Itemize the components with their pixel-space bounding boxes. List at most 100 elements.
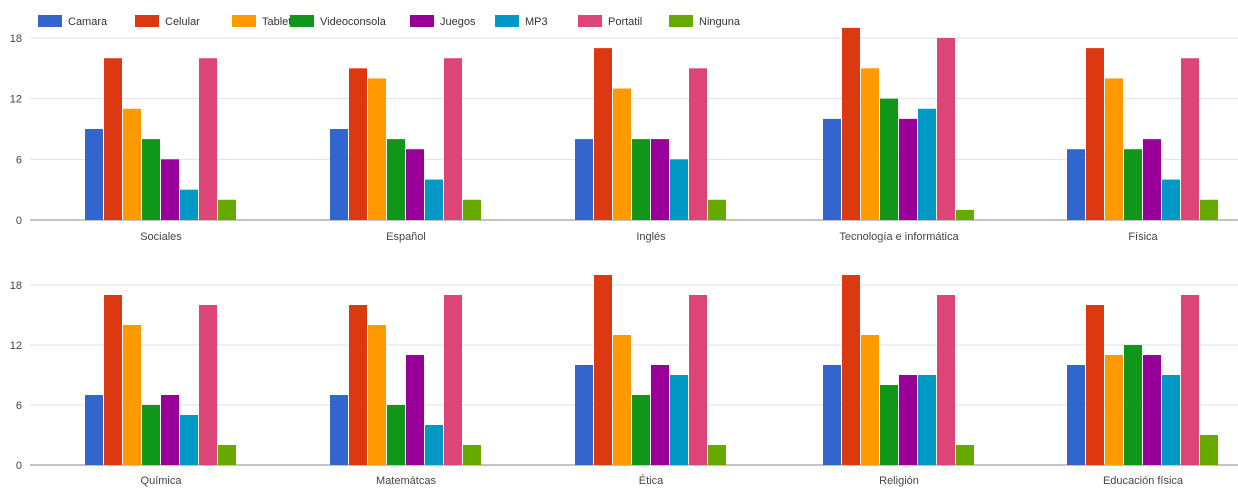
category-label: Tecnología e informática — [839, 231, 959, 243]
y-tick-label: 0 — [16, 215, 22, 227]
bar — [330, 129, 348, 220]
category-label: Ética — [639, 474, 664, 487]
category-label: Educación física — [1103, 475, 1184, 487]
bar — [387, 139, 405, 220]
bar — [823, 365, 841, 465]
legend-item: Videoconsola — [290, 15, 387, 28]
bar — [444, 58, 462, 220]
bar — [1162, 179, 1180, 220]
bar — [689, 295, 707, 465]
bar — [199, 58, 217, 220]
category-group: Educación física — [1067, 295, 1218, 487]
legend-swatch — [232, 15, 256, 27]
bar — [142, 139, 160, 220]
category-group: Física — [1067, 48, 1218, 243]
bar — [823, 118, 841, 220]
bar — [594, 48, 612, 220]
y-tick-label: 6 — [16, 400, 22, 412]
legend-item: Portatil — [578, 15, 642, 28]
legend-label: Camara — [68, 16, 108, 28]
bar — [880, 98, 898, 220]
bar — [575, 139, 593, 220]
bar — [842, 275, 860, 465]
y-tick-label: 18 — [10, 33, 22, 45]
legend-label: Portatil — [608, 16, 642, 28]
legend-label: Juegos — [440, 16, 476, 28]
bar — [956, 445, 974, 465]
bar — [1124, 149, 1142, 220]
bar — [161, 395, 179, 465]
bar — [218, 199, 236, 220]
bar — [199, 305, 217, 465]
legend-item: Tablet — [232, 15, 291, 28]
legend-swatch — [38, 15, 62, 27]
category-label: Religión — [879, 475, 919, 487]
legend-swatch — [495, 15, 519, 27]
bar — [956, 209, 974, 220]
bar — [1143, 355, 1161, 465]
bar — [575, 365, 593, 465]
category-label: Inglés — [636, 231, 666, 243]
bar — [861, 68, 879, 220]
bar — [161, 159, 179, 220]
category-group: Religión — [823, 275, 974, 487]
bar — [123, 325, 141, 465]
bar — [104, 295, 122, 465]
bar — [1105, 78, 1123, 220]
bar — [632, 139, 650, 220]
bar — [1162, 375, 1180, 465]
legend-swatch — [669, 15, 693, 27]
y-tick-label: 12 — [10, 94, 22, 106]
bar — [1067, 365, 1085, 465]
chart-panel: 0 6 12 18 Química Matemátcas Ética Religión Educ… — [10, 275, 1238, 487]
bar — [1200, 199, 1218, 220]
bar — [463, 445, 481, 465]
category-group: Ética — [575, 275, 726, 487]
legend-item: Camara — [38, 15, 108, 28]
bar — [123, 108, 141, 220]
legend-item: Ninguna — [669, 15, 741, 28]
legend-label: Tablet — [262, 16, 291, 28]
bar — [406, 355, 424, 465]
bar — [842, 27, 860, 221]
legend: Camara Celular Tablet Videoconsola Juegos MP3… — [38, 15, 741, 28]
bar — [708, 445, 726, 465]
bar — [85, 395, 103, 465]
bar — [1067, 149, 1085, 220]
bar — [1105, 355, 1123, 465]
bar — [708, 199, 726, 220]
bar — [406, 149, 424, 220]
legend-label: Ninguna — [699, 16, 741, 28]
bar — [330, 395, 348, 465]
bar — [85, 129, 103, 220]
category-label: Sociales — [140, 231, 182, 243]
bar — [670, 375, 688, 465]
legend-item: MP3 — [495, 15, 548, 28]
bar — [937, 295, 955, 465]
bar — [349, 68, 367, 220]
legend-swatch — [410, 15, 434, 27]
bar — [918, 108, 936, 220]
bar — [444, 295, 462, 465]
category-group: Química — [85, 295, 236, 487]
category-label: Español — [386, 231, 426, 243]
category-group: Tecnología e informática — [823, 27, 974, 243]
bar — [1181, 58, 1199, 220]
bar — [142, 405, 160, 465]
legend-label: Videoconsola — [320, 16, 387, 28]
category-label: Matemátcas — [376, 475, 436, 487]
bar — [918, 375, 936, 465]
y-tick-label: 18 — [10, 280, 22, 292]
category-group: Español — [330, 58, 481, 243]
bar — [880, 385, 898, 465]
bar — [1200, 435, 1218, 465]
bar — [689, 68, 707, 220]
legend-swatch — [290, 15, 314, 27]
bar — [937, 38, 955, 220]
category-group: Inglés — [575, 48, 726, 243]
bar — [387, 405, 405, 465]
bar — [368, 325, 386, 465]
bar — [861, 335, 879, 465]
bar — [218, 445, 236, 465]
